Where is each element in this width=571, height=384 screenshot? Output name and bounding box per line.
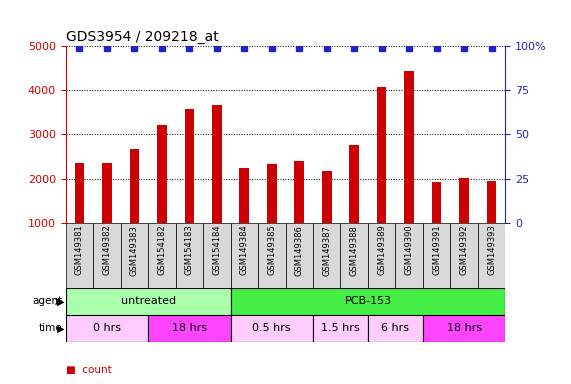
Bar bbox=[93, 223, 120, 288]
Text: GDS3954 / 209218_at: GDS3954 / 209218_at bbox=[66, 30, 219, 44]
Bar bbox=[423, 223, 451, 288]
Bar bbox=[184, 109, 194, 223]
Bar bbox=[368, 223, 395, 288]
Bar bbox=[176, 223, 203, 288]
Bar bbox=[295, 161, 304, 223]
Text: GSM154182: GSM154182 bbox=[158, 225, 166, 275]
Bar bbox=[286, 223, 313, 288]
Bar bbox=[487, 181, 496, 223]
Text: untreated: untreated bbox=[120, 296, 176, 306]
Bar bbox=[395, 223, 423, 288]
Bar bbox=[313, 315, 368, 342]
Bar bbox=[148, 223, 176, 288]
Bar bbox=[231, 223, 258, 288]
Bar bbox=[66, 288, 231, 315]
Text: GSM149393: GSM149393 bbox=[487, 225, 496, 275]
Bar bbox=[239, 168, 249, 223]
Bar bbox=[478, 223, 505, 288]
Text: 18 hrs: 18 hrs bbox=[447, 323, 482, 333]
Bar bbox=[368, 315, 423, 342]
Text: 1.5 hrs: 1.5 hrs bbox=[321, 323, 360, 333]
Bar bbox=[212, 105, 222, 223]
Bar bbox=[423, 315, 505, 342]
Text: GSM149392: GSM149392 bbox=[460, 225, 469, 275]
Text: GSM149390: GSM149390 bbox=[405, 225, 413, 275]
Text: GSM149391: GSM149391 bbox=[432, 225, 441, 275]
Text: GSM154183: GSM154183 bbox=[185, 225, 194, 275]
Text: 6 hrs: 6 hrs bbox=[381, 323, 409, 333]
Bar bbox=[432, 182, 441, 223]
Text: 0.5 hrs: 0.5 hrs bbox=[252, 323, 291, 333]
Bar bbox=[349, 144, 359, 223]
Bar bbox=[157, 125, 167, 223]
Bar bbox=[102, 163, 112, 223]
Text: GSM149381: GSM149381 bbox=[75, 225, 84, 275]
Bar bbox=[451, 223, 478, 288]
Bar bbox=[66, 315, 148, 342]
Text: GSM149384: GSM149384 bbox=[240, 225, 249, 275]
Bar bbox=[322, 172, 332, 223]
Bar bbox=[459, 178, 469, 223]
Bar bbox=[75, 163, 84, 223]
Text: GSM149385: GSM149385 bbox=[267, 225, 276, 275]
Bar bbox=[231, 288, 505, 315]
Bar bbox=[313, 223, 340, 288]
Bar bbox=[404, 71, 414, 223]
Text: GSM149383: GSM149383 bbox=[130, 225, 139, 276]
Bar bbox=[66, 223, 93, 288]
Bar bbox=[231, 315, 313, 342]
Text: GSM149388: GSM149388 bbox=[349, 225, 359, 276]
Text: 18 hrs: 18 hrs bbox=[172, 323, 207, 333]
Bar bbox=[258, 223, 286, 288]
Text: GSM149389: GSM149389 bbox=[377, 225, 386, 275]
Text: PCB-153: PCB-153 bbox=[344, 296, 392, 306]
Text: time: time bbox=[39, 323, 63, 333]
Text: GSM149386: GSM149386 bbox=[295, 225, 304, 276]
Bar bbox=[120, 223, 148, 288]
Text: ▶: ▶ bbox=[54, 296, 65, 306]
Text: agent: agent bbox=[33, 296, 63, 306]
Bar bbox=[148, 315, 231, 342]
Bar bbox=[267, 164, 276, 223]
Text: ▶: ▶ bbox=[54, 323, 65, 333]
Text: GSM149382: GSM149382 bbox=[102, 225, 111, 275]
Bar bbox=[377, 87, 387, 223]
Bar bbox=[340, 223, 368, 288]
Text: GSM154184: GSM154184 bbox=[212, 225, 222, 275]
Text: 0 hrs: 0 hrs bbox=[93, 323, 121, 333]
Text: ■  count: ■ count bbox=[66, 365, 111, 375]
Text: GSM149387: GSM149387 bbox=[322, 225, 331, 276]
Bar bbox=[130, 149, 139, 223]
Bar bbox=[203, 223, 231, 288]
